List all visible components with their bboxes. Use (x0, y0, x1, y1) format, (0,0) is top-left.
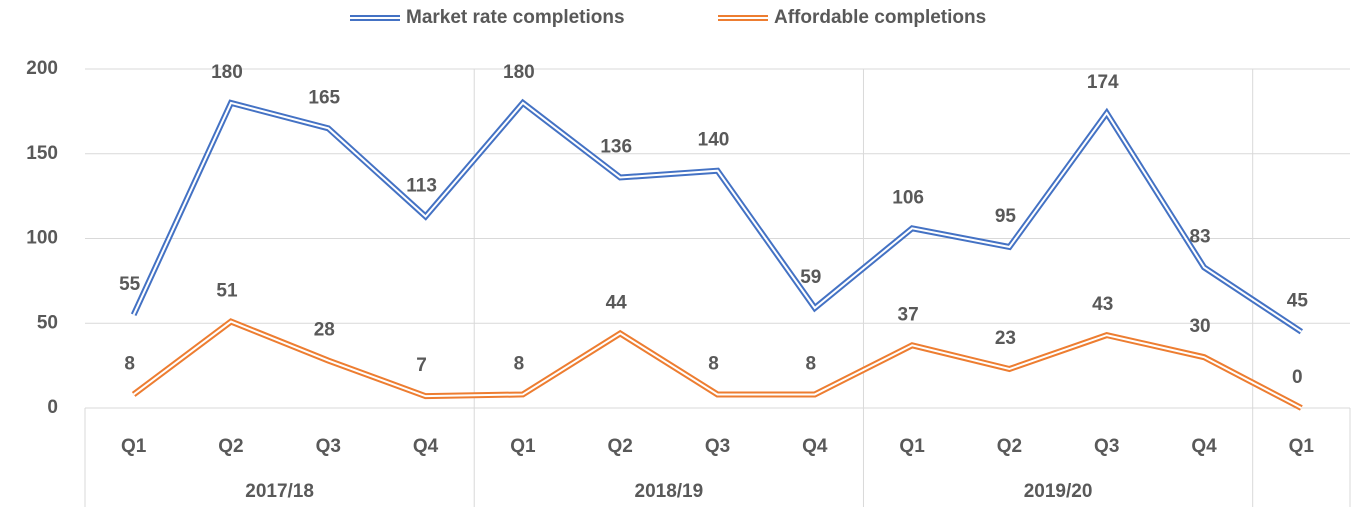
x-tick-label: Q1 (510, 436, 536, 457)
data-label: 165 (308, 87, 340, 108)
data-label: 51 (216, 281, 238, 302)
data-label: 180 (211, 62, 243, 83)
x-tick-label: Q1 (1289, 436, 1315, 457)
data-label: 45 (1287, 291, 1309, 312)
data-label: 55 (119, 274, 141, 295)
data-label: 174 (1087, 72, 1119, 93)
data-label: 23 (995, 328, 1016, 349)
y-tick-label: 200 (26, 58, 58, 79)
x-tick-label: Q4 (802, 436, 828, 457)
data-label: 7 (416, 355, 427, 376)
data-label: 113 (406, 175, 437, 196)
data-label: 59 (800, 267, 821, 288)
x-tick-label: Q3 (316, 436, 341, 457)
y-tick-label: 150 (26, 143, 58, 164)
x-tick-label: Q1 (899, 436, 925, 457)
data-label: 180 (503, 62, 535, 83)
data-label: 37 (898, 304, 919, 325)
data-label: 8 (124, 353, 135, 374)
x-tick-label: Q1 (121, 436, 147, 457)
x-tick-label: Q2 (218, 436, 243, 457)
data-label: 30 (1189, 316, 1210, 337)
x-group-label: 2017/18 (245, 481, 314, 502)
x-tick-label: Q3 (1094, 436, 1119, 457)
data-label: 106 (892, 187, 924, 208)
data-label: 8 (708, 353, 719, 374)
y-tick-label: 0 (47, 397, 58, 418)
data-label: 28 (314, 320, 335, 341)
legend-label: Market rate completions (406, 7, 625, 28)
data-label: 140 (698, 130, 730, 151)
y-tick-label: 100 (26, 228, 58, 249)
data-label: 136 (600, 136, 632, 157)
x-group-label: 2018/19 (635, 481, 704, 502)
data-label: 44 (606, 292, 628, 313)
legend-label: Affordable completions (774, 7, 986, 28)
data-label: 83 (1189, 226, 1210, 247)
data-label: 8 (514, 353, 525, 374)
x-tick-label: Q2 (997, 436, 1022, 457)
line-series-inner (132, 101, 1302, 333)
y-tick-label: 50 (37, 312, 58, 333)
data-label: 95 (995, 206, 1017, 227)
data-label: 8 (806, 353, 817, 374)
x-group-label: 2019/20 (1024, 481, 1093, 502)
data-label: 0 (1292, 367, 1303, 388)
line-series-inner (133, 320, 1302, 409)
x-tick-label: Q2 (608, 436, 633, 457)
x-tick-label: Q4 (413, 436, 439, 457)
x-tick-label: Q4 (1191, 436, 1217, 457)
x-tick-label: Q3 (705, 436, 730, 457)
data-label: 43 (1092, 294, 1113, 315)
